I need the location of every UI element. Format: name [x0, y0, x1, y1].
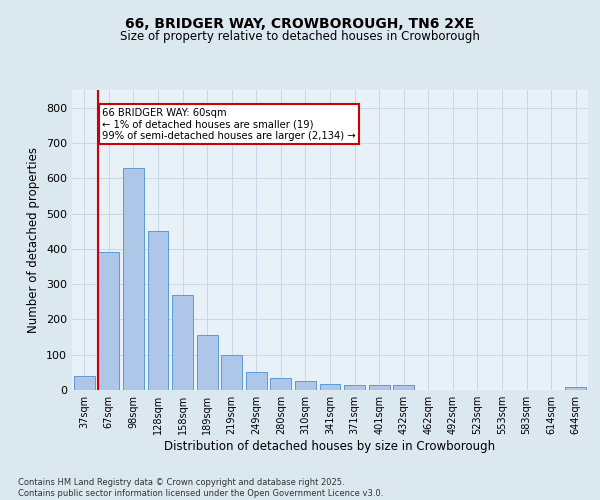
- Bar: [271, 378, 292, 390]
- Y-axis label: Number of detached properties: Number of detached properties: [28, 147, 40, 333]
- X-axis label: Distribution of detached houses by size in Crowborough: Distribution of detached houses by size …: [164, 440, 496, 453]
- Bar: [246, 372, 267, 390]
- Bar: [74, 376, 95, 390]
- Bar: [368, 384, 389, 390]
- Bar: [172, 294, 193, 390]
- Bar: [295, 381, 316, 390]
- Bar: [565, 387, 586, 390]
- Bar: [148, 231, 169, 390]
- Bar: [320, 384, 340, 390]
- Bar: [344, 384, 365, 390]
- Text: Size of property relative to detached houses in Crowborough: Size of property relative to detached ho…: [120, 30, 480, 43]
- Bar: [393, 385, 414, 390]
- Text: Contains HM Land Registry data © Crown copyright and database right 2025.
Contai: Contains HM Land Registry data © Crown c…: [18, 478, 383, 498]
- Text: 66 BRIDGER WAY: 60sqm
← 1% of detached houses are smaller (19)
99% of semi-detac: 66 BRIDGER WAY: 60sqm ← 1% of detached h…: [102, 108, 356, 141]
- Bar: [221, 354, 242, 390]
- Bar: [98, 252, 119, 390]
- Bar: [197, 336, 218, 390]
- Bar: [123, 168, 144, 390]
- Text: 66, BRIDGER WAY, CROWBOROUGH, TN6 2XE: 66, BRIDGER WAY, CROWBOROUGH, TN6 2XE: [125, 18, 475, 32]
